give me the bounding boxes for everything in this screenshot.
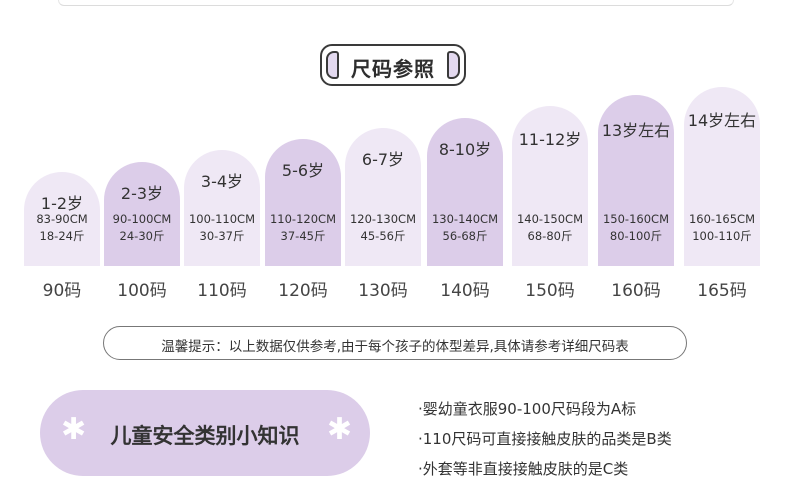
size-code: 130码 [358,281,408,301]
size-column-130: 6-7岁 120-130CM 45-56斤 [345,128,421,266]
age-range: 11-12岁 [518,130,582,149]
safety-knowledge-title: 儿童安全类别小知识 [110,424,300,448]
reminder-note: 温馨提示：以上数据仅供参考,由于每个孩子的体型差异,具体请参考详细尺码表 [103,326,687,360]
top-divider [58,0,734,6]
list-item: ·外套等非直接接触皮肤的是C类 [418,460,629,478]
size-column-90: 1-2岁 83-90CM 18-24斤 [24,172,100,266]
weight-range: 80-100斤 [609,229,663,243]
height-range: 110-120CM [269,212,336,226]
weight-range: 68-80斤 [527,229,573,243]
page-title: 尺码参照 [351,57,435,81]
list-item: ·110尺码可直接接触皮肤的品类是B类 [418,430,672,448]
size-column-150: 11-12岁 140-150CM 68-80斤 [512,106,588,266]
asterisk-icon: ✱ [61,412,87,447]
size-column-165: 14岁左右 160-165CM 100-110斤 [684,87,760,266]
size-code: 90码 [42,281,82,301]
height-range: 120-130CM [349,212,416,226]
size-column-120: 5-6岁 110-120CM 37-45斤 [265,139,341,266]
height-range: 130-140CM [431,212,498,226]
size-code: 150码 [525,281,575,301]
reminder-text: 温馨提示：以上数据仅供参考,由于每个孩子的体型差异,具体请参考详细尺码表 [161,339,629,355]
size-code: 165码 [697,281,747,301]
size-code: 120码 [278,281,328,301]
age-range: 13岁左右 [601,121,671,140]
size-column-160: 13岁左右 150-160CM 80-100斤 [598,95,674,266]
height-range: 83-90CM [36,212,88,226]
safety-facts-list: ·婴幼童衣服90-100尺码段为A标 ·110尺码可直接接触皮肤的品类是B类 ·… [418,394,672,484]
age-range: 2-3岁 [120,184,164,203]
title-cap-left [326,51,339,79]
weight-range: 37-45斤 [280,229,326,243]
weight-range: 56-68斤 [442,229,488,243]
weight-range: 45-56斤 [360,229,406,243]
weight-range: 24-30斤 [119,229,165,243]
height-range: 90-100CM [112,212,172,226]
age-range: 1-2岁 [40,194,84,213]
height-range: 160-165CM [688,212,755,226]
age-range: 3-4岁 [200,172,244,191]
size-code: 160码 [611,281,661,301]
age-range: 6-7岁 [361,150,405,169]
age-range: 5-6岁 [281,161,325,180]
size-code: 100码 [117,281,167,301]
asterisk-icon: ✱ [326,412,352,447]
height-range: 150-160CM [602,212,669,226]
size-column-110: 3-4岁 100-110CM 30-37斤 [184,150,260,266]
height-range: 100-110CM [188,212,255,226]
height-range: 140-150CM [516,212,583,226]
size-column-140: 8-10岁 130-140CM 56-68斤 [427,118,503,266]
size-column-100: 2-3岁 90-100CM 24-30斤 [104,162,180,266]
age-range: 8-10岁 [438,140,492,159]
age-range: 14岁左右 [687,111,757,130]
safety-knowledge-badge: ✱ 儿童安全类别小知识 ✱ [40,390,370,476]
list-item: ·婴幼童衣服90-100尺码段为A标 [418,400,637,418]
size-code: 140码 [440,281,490,301]
size-code: 110码 [197,281,247,301]
weight-range: 100-110斤 [692,229,752,243]
title-cap-right [447,51,460,79]
section-title-badge: 尺码参照 [320,44,466,86]
weight-range: 30-37斤 [199,229,245,243]
weight-range: 18-24斤 [39,229,85,243]
